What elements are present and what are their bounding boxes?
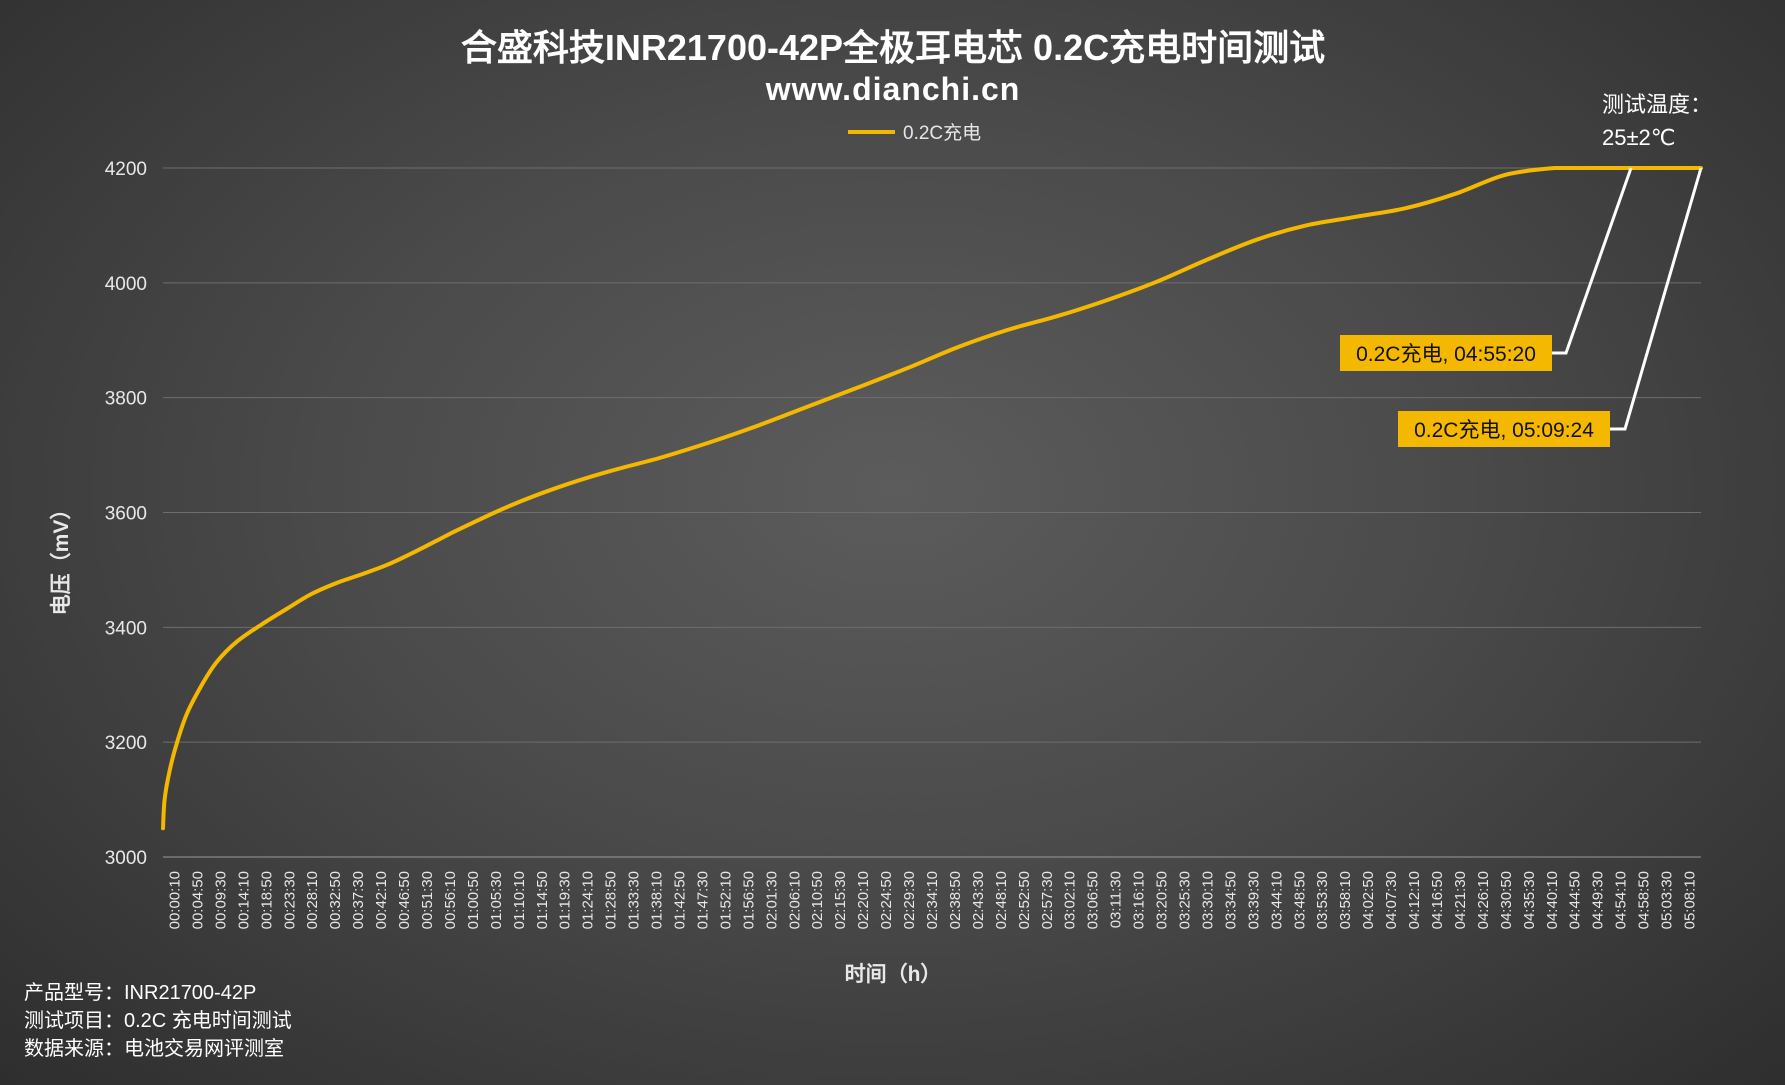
x-tick-label: 04:26:10 [1475,871,1492,929]
x-tick-label: 04:40:10 [1544,871,1561,929]
footer-test-item: 测试项目：0.2C 充电时间测试 [24,1009,292,1032]
y-axis-ticks: 3000 3200 3400 3600 3800 4000 4200 [105,159,147,869]
x-tick-label: 01:47:30 [694,871,711,929]
x-tick-label: 01:38:10 [649,871,666,929]
legend: 0.2C充电 [848,122,981,144]
x-tick-label: 02:10:50 [809,871,826,929]
gridlines [163,167,1701,858]
x-tick-label: 03:06:50 [1085,871,1102,929]
x-tick-label: 03:20:50 [1154,871,1171,929]
x-tick-label: 00:32:50 [327,871,344,929]
x-tick-label: 04:58:50 [1636,871,1653,929]
x-tick-label: 01:24:10 [580,871,597,929]
x-tick-label: 00:00:10 [166,871,183,929]
footer-source: 数据来源：电池交易网评测室 [24,1037,284,1060]
annotation-box [1398,411,1610,447]
x-tick-label: 04:12:10 [1406,871,1423,929]
y-tick-label: 3000 [105,848,147,869]
x-tick-label: 00:42:10 [373,871,390,929]
x-tick-label: 02:29:30 [901,871,918,929]
x-tick-label: 04:21:30 [1452,871,1469,929]
x-tick-label: 01:56:50 [740,871,757,929]
chart-subtitle: www.dianchi.cn [765,71,1021,107]
temp-label: 测试温度： [1602,92,1712,117]
annotations: 0.2C充电, 04:55:20 0.2C充电, 05:09:24 [1340,167,1703,447]
x-tick-label: 00:28:10 [304,871,321,929]
annotation-leader [1552,167,1633,355]
y-tick-label: 4200 [105,159,147,180]
x-axis-label: 时间（h） [845,962,942,986]
x-tick-label: 02:52:50 [1016,871,1033,929]
x-tick-label: 02:57:30 [1039,871,1056,929]
y-tick-label: 4000 [105,274,147,295]
x-tick-label: 03:44:10 [1268,871,1285,929]
x-tick-label: 00:14:10 [235,871,252,929]
x-tick-label: 03:16:10 [1131,871,1148,929]
x-tick-label: 02:01:30 [763,871,780,929]
x-tick-label: 03:58:10 [1337,871,1354,929]
x-tick-label: 03:53:30 [1314,871,1331,929]
x-tick-label: 00:46:50 [396,871,413,929]
x-tick-label: 04:35:30 [1521,871,1538,929]
y-tick-label: 3400 [105,618,147,639]
x-tick-label: 03:11:30 [1108,871,1125,928]
y-axis-label: 电压（mV） [49,499,73,616]
x-tick-label: 02:06:10 [786,871,803,929]
x-tick-label: 04:07:30 [1383,871,1400,929]
x-tick-label: 04:16:50 [1429,871,1446,929]
x-tick-label: 05:03:30 [1659,871,1676,929]
series-layer [161,166,1703,831]
y-tick-label: 3200 [105,733,147,754]
y-tick-label: 3600 [105,504,147,525]
x-tick-label: 02:48:10 [993,871,1010,929]
x-tick-label: 04:44:50 [1567,871,1584,929]
x-tick-label: 01:42:50 [671,871,688,929]
x-tick-label: 01:10:10 [511,871,528,929]
x-tick-label: 03:25:30 [1177,871,1194,929]
x-tick-label: 01:05:30 [488,871,505,929]
x-tick-label: 04:02:50 [1360,871,1377,929]
x-tick-label: 01:14:50 [534,871,551,929]
x-tick-label: 01:33:30 [626,871,643,929]
x-axis-ticks: 00:00:10 00:04:50 00:09:30 00:14:10 00:18:50… [166,871,1698,929]
x-tick-label: 01:52:10 [717,871,734,929]
x-tick-label: 02:24:50 [878,871,895,929]
x-tick-label: 02:15:30 [832,871,849,929]
x-tick-label: 03:34:50 [1222,871,1239,929]
x-tick-label: 04:54:10 [1613,871,1630,929]
x-tick-label: 00:09:30 [212,871,229,929]
x-tick-label: 03:02:10 [1062,871,1079,929]
annotation-leader [1610,167,1703,431]
x-tick-label: 02:43:30 [970,871,987,929]
x-tick-label: 00:56:10 [442,871,459,929]
x-tick-label: 03:30:10 [1199,871,1216,929]
x-tick-label: 01:28:50 [603,871,620,929]
x-tick-label: 00:04:50 [189,871,206,929]
x-tick-label: 00:18:50 [258,871,275,929]
x-tick-label: 02:38:50 [947,871,964,929]
x-tick-label: 00:37:30 [350,871,367,929]
legend-label: 0.2C充电 [903,122,981,144]
series-line-0-2c-charge [161,166,1703,831]
temp-value: 25±2℃ [1602,125,1676,150]
x-tick-label: 04:49:30 [1590,871,1607,929]
x-tick-label: 01:00:50 [465,871,482,929]
annotation-label: 0.2C充电, 05:09:24 [1414,419,1594,442]
x-tick-label: 02:34:10 [924,871,941,929]
annotation-box [1340,335,1552,371]
chart-title: 合盛科技INR21700-42P全极耳电芯 0.2C充电时间测试 [461,27,1325,68]
x-tick-label: 00:51:30 [419,871,436,929]
x-tick-label: 03:39:30 [1245,871,1262,929]
annotation-label: 0.2C充电, 04:55:20 [1356,343,1536,366]
x-tick-label: 03:48:50 [1291,871,1308,929]
y-tick-label: 3800 [105,389,147,410]
footer-model: 产品型号：INR21700-42P [24,981,256,1004]
x-tick-label: 05:08:10 [1682,871,1699,929]
x-tick-label: 00:23:30 [281,871,298,929]
x-tick-label: 02:20:10 [855,871,872,929]
x-tick-label: 01:19:30 [557,871,574,929]
x-tick-label: 04:30:50 [1498,871,1515,929]
